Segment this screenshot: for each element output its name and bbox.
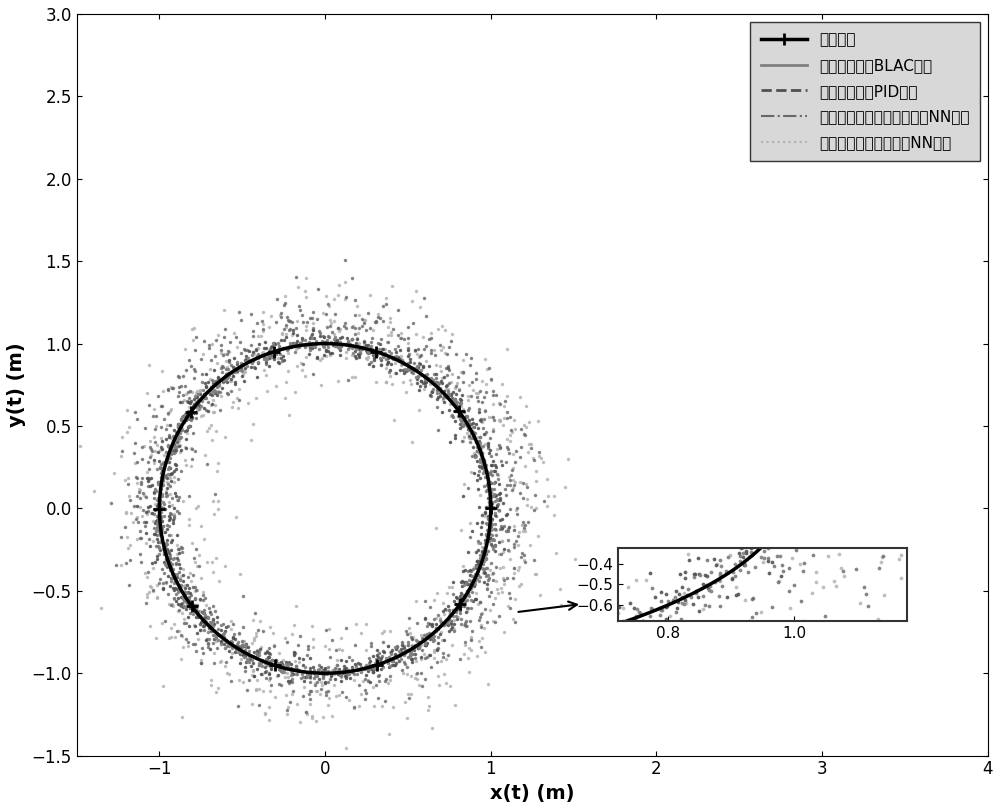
Line: 实际轨迹基于PID控制: 实际轨迹基于PID控制 [135,328,511,685]
理想轨迹 [485,504,497,514]
Y-axis label: y(t) (m): y(t) (m) [7,343,26,427]
实际轨迹基于固定结构NN控制 [476,518,488,528]
理想轨迹 [428,628,440,637]
实际轨迹基于BLAC方法 [477,441,489,451]
实际轨迹基于PID控制 [340,674,352,684]
实际轨迹基于PID控制 [473,437,485,446]
实际轨迹基于单一结构变元NN控制 [517,478,529,488]
Line: 实际轨迹基于BLAC方法: 实际轨迹基于BLAC方法 [153,335,500,680]
实际轨迹基于PID控制 [491,501,503,510]
实际轨迹基于BLAC方法 [428,631,440,641]
实际轨迹基于单一结构变元NN控制 [477,423,489,433]
理想轨迹 [473,441,485,451]
Legend: 理想轨迹, 实际轨迹基于BLAC方法, 实际轨迹基于PID控制, 实际轨迹基于单一结构变元NN控制, 实际轨迹基于固定结构NN控制: 理想轨迹, 实际轨迹基于BLAC方法, 实际轨迹基于PID控制, 实际轨迹基于单… [750,22,980,160]
实际轨迹基于单一结构变元NN控制 [431,644,443,654]
实际轨迹基于单一结构变元NN控制 [187,582,199,592]
实际轨迹基于固定结构NN控制 [300,274,312,284]
实际轨迹基于单一结构变元NN控制 [205,620,217,630]
理想轨迹 [190,608,202,617]
实际轨迹基于固定结构NN控制 [541,501,553,511]
实际轨迹基于PID控制 [319,678,331,688]
实际轨迹基于BLAC方法 [486,497,498,506]
实际轨迹基于固定结构NN控制 [165,623,177,633]
实际轨迹基于固定结构NN控制 [306,621,318,631]
Line: 实际轨迹基于单一结构变元NN控制: 实际轨迹基于单一结构变元NN控制 [109,258,546,714]
实际轨迹基于BLAC方法 [187,609,199,619]
实际轨迹基于单一结构变元NN控制 [207,638,219,648]
实际轨迹基于PID控制 [190,603,202,612]
理想轨迹 [319,339,331,348]
实际轨迹基于PID控制 [177,577,189,586]
实际轨迹基于BLAC方法 [210,633,222,643]
实际轨迹基于固定结构NN控制 [234,569,246,578]
Line: 理想轨迹: 理想轨迹 [153,337,497,680]
实际轨迹基于BLAC方法 [175,586,187,596]
实际轨迹基于BLAC方法 [329,332,341,342]
理想轨迹 [485,504,497,514]
理想轨迹 [212,629,224,639]
Line: 实际轨迹基于固定结构NN控制: 实际轨迹基于固定结构NN控制 [77,276,577,750]
实际轨迹基于BLAC方法 [308,674,320,684]
实际轨迹基于单一结构变元NN控制 [373,676,385,686]
实际轨迹基于固定结构NN控制 [518,420,530,430]
实际轨迹基于PID控制 [486,498,498,508]
X-axis label: x(t) (m): x(t) (m) [490,784,574,803]
理想轨迹 [175,585,187,595]
实际轨迹基于PID控制 [217,633,229,643]
实际轨迹基于PID控制 [424,619,436,629]
实际轨迹基于BLAC方法 [325,668,337,678]
实际轨迹基于固定结构NN控制 [223,669,235,679]
实际轨迹基于PID控制 [287,326,299,335]
实际轨迹基于单一结构变元NN控制 [462,483,474,492]
实际轨迹基于单一结构变元NN控制 [300,707,312,717]
理想轨迹 [331,668,343,678]
实际轨迹基于固定结构NN控制 [340,743,352,752]
理想轨迹 [319,668,331,678]
实际轨迹基于单一结构变元NN控制 [339,255,351,265]
实际轨迹基于BLAC方法 [484,507,496,517]
实际轨迹基于固定结构NN控制 [403,624,415,633]
